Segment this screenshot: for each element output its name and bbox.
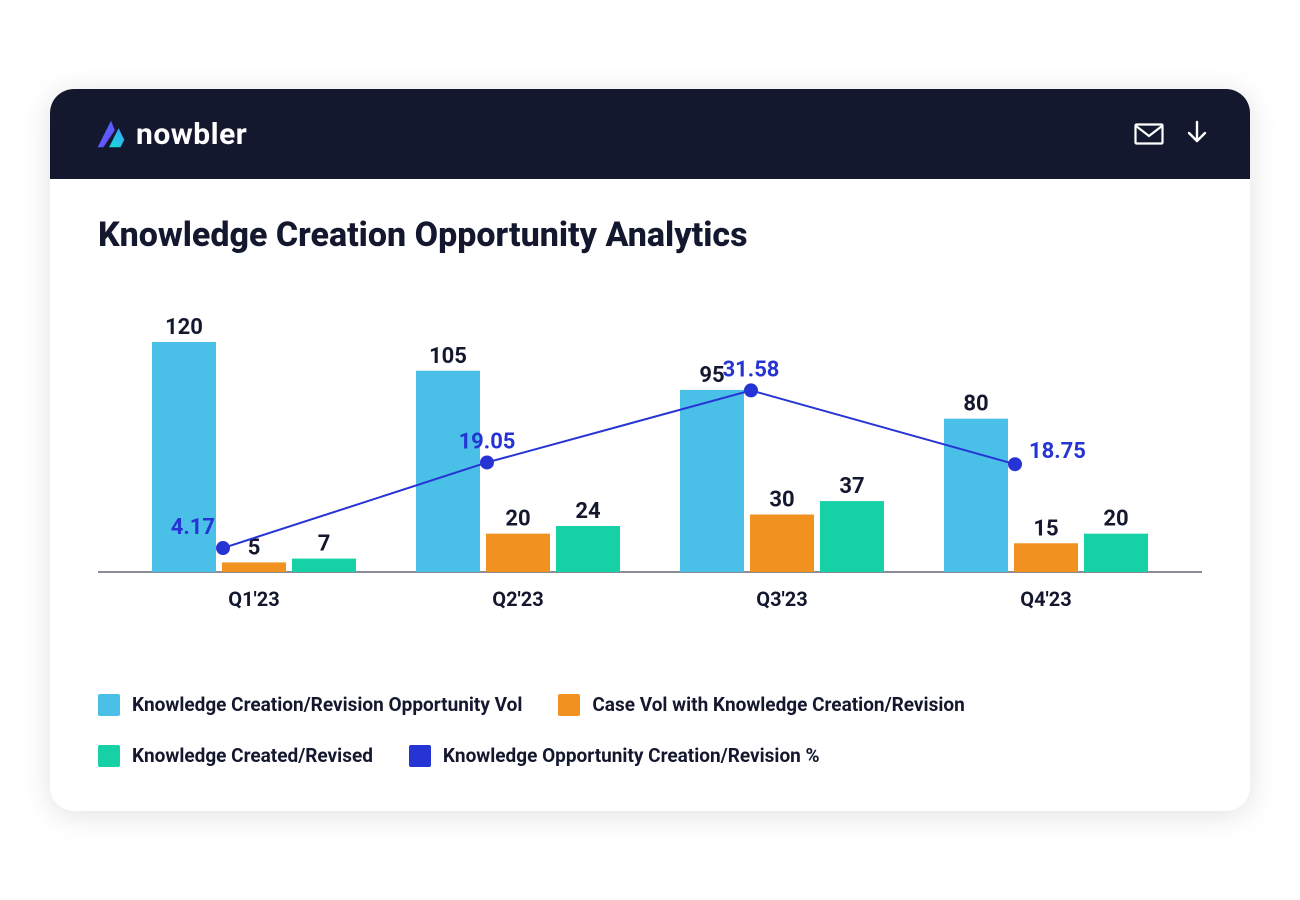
- bar-value-label: 37: [839, 474, 864, 499]
- bar: [486, 534, 550, 572]
- trend-value-label: 19.05: [459, 429, 516, 454]
- legend-label: Knowledge Opportunity Creation/Revision …: [443, 744, 820, 767]
- bar: [1014, 543, 1078, 572]
- bar-value-label: 24: [575, 499, 601, 524]
- bar: [222, 562, 286, 572]
- analytics-card: nowbler Knowledge Creation Opportunity A…: [50, 89, 1250, 811]
- mail-icon[interactable]: [1134, 123, 1164, 145]
- bar-line-chart: 12057Q1'231052024Q2'23953037Q3'23801520Q…: [98, 295, 1202, 655]
- bar: [292, 559, 356, 572]
- bar-value-label: 7: [318, 532, 331, 557]
- content-area: Knowledge Creation Opportunity Analytics…: [50, 179, 1250, 811]
- bar-value-label: 20: [1103, 507, 1128, 532]
- bar: [556, 526, 620, 572]
- trend-line: [223, 390, 1015, 548]
- legend-item: Case Vol with Knowledge Creation/Revisio…: [558, 693, 964, 716]
- bar-value-label: 95: [699, 363, 724, 388]
- brand-name: nowbler: [136, 117, 247, 152]
- trend-marker: [744, 383, 758, 397]
- bar: [820, 501, 884, 572]
- category-label: Q2'23: [492, 587, 543, 611]
- download-icon[interactable]: [1186, 120, 1208, 148]
- trend-value-label: 18.75: [1029, 439, 1086, 464]
- bar-value-label: 30: [769, 488, 794, 513]
- header-actions: [1134, 120, 1208, 148]
- bar-value-label: 120: [165, 315, 203, 340]
- bar: [416, 371, 480, 572]
- bar: [750, 515, 814, 573]
- legend-label: Case Vol with Knowledge Creation/Revisio…: [592, 693, 964, 716]
- chart-container: 12057Q1'231052024Q2'23953037Q3'23801520Q…: [98, 295, 1202, 655]
- legend-item: Knowledge Created/Revised: [98, 744, 373, 767]
- trend-value-label: 31.58: [723, 357, 780, 382]
- bar-value-label: 105: [429, 344, 467, 369]
- bar: [944, 419, 1008, 572]
- legend-swatch: [98, 694, 120, 716]
- trend-marker: [480, 455, 494, 469]
- legend-item: Knowledge Creation/Revision Opportunity …: [98, 693, 522, 716]
- legend: Knowledge Creation/Revision Opportunity …: [98, 693, 1202, 767]
- legend-label: Knowledge Creation/Revision Opportunity …: [132, 693, 522, 716]
- bar-value-label: 80: [963, 392, 988, 417]
- header-bar: nowbler: [50, 89, 1250, 179]
- legend-item: Knowledge Opportunity Creation/Revision …: [409, 744, 820, 767]
- trend-marker: [1008, 457, 1022, 471]
- legend-swatch: [409, 745, 431, 767]
- bar: [680, 390, 744, 572]
- legend-swatch: [98, 745, 120, 767]
- logo-mark-icon: [92, 115, 130, 153]
- legend-swatch: [558, 694, 580, 716]
- trend-value-label: 4.17: [171, 515, 215, 540]
- bar: [1084, 534, 1148, 572]
- category-label: Q4'23: [1020, 587, 1071, 611]
- category-label: Q1'23: [228, 587, 279, 611]
- page-title: Knowledge Creation Opportunity Analytics: [98, 215, 1202, 255]
- trend-marker: [216, 541, 230, 555]
- legend-label: Knowledge Created/Revised: [132, 744, 373, 767]
- bar-value-label: 15: [1033, 516, 1058, 541]
- category-label: Q3'23: [756, 587, 807, 611]
- bar-value-label: 20: [505, 507, 530, 532]
- brand-logo: nowbler: [92, 115, 247, 153]
